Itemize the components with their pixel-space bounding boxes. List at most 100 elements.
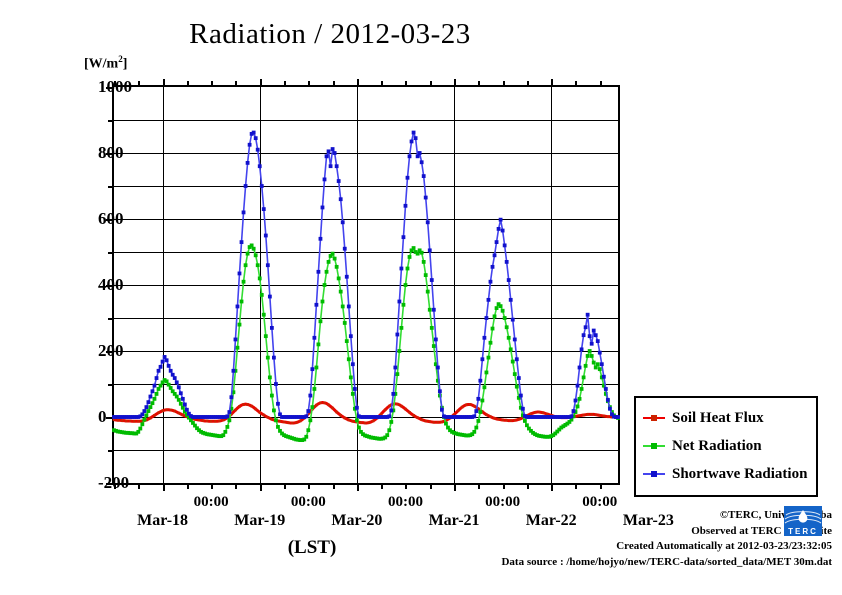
series-marker — [500, 228, 505, 233]
series-marker — [138, 414, 143, 419]
series-marker — [261, 207, 266, 211]
series-marker — [509, 419, 513, 422]
series-marker — [563, 415, 568, 419]
series-marker — [323, 401, 326, 405]
series-marker — [498, 217, 503, 222]
series-marker — [162, 355, 167, 359]
series-marker — [431, 344, 436, 348]
x-tick-minor — [138, 483, 141, 489]
series-marker — [387, 428, 392, 433]
series-marker — [520, 406, 525, 411]
series-marker — [154, 392, 159, 396]
x-tick-minor — [211, 483, 214, 489]
series-marker — [261, 312, 266, 317]
series-marker — [545, 434, 550, 439]
series-marker — [446, 425, 450, 430]
series-marker — [336, 276, 341, 281]
series-marker — [381, 436, 386, 441]
series-marker — [266, 416, 270, 419]
legend-item-soil-heat-flux: Soil Heat Flux — [643, 404, 807, 432]
series-marker — [589, 354, 594, 358]
series-marker — [379, 415, 384, 419]
series-marker — [158, 364, 163, 369]
series-marker — [401, 235, 406, 240]
x-tick-minor — [186, 81, 189, 87]
series-marker — [497, 418, 500, 421]
series-marker — [454, 415, 458, 419]
series-marker — [286, 434, 290, 439]
series-marker — [141, 419, 144, 423]
series-marker — [460, 432, 465, 437]
series-marker — [448, 415, 452, 419]
series-marker — [593, 333, 598, 338]
series-marker — [369, 415, 373, 419]
series-marker — [489, 415, 492, 418]
series-marker — [239, 240, 244, 244]
series-marker — [494, 240, 499, 244]
series-marker — [170, 389, 175, 394]
series-marker — [174, 394, 179, 399]
series-marker — [555, 415, 560, 419]
gridline-horizontal-minor — [114, 384, 618, 385]
series-marker — [332, 151, 337, 155]
series-marker — [306, 428, 311, 433]
series-marker — [217, 419, 221, 423]
series-marker — [272, 408, 276, 413]
series-marker — [425, 220, 430, 225]
series-marker — [189, 418, 193, 423]
series-marker — [537, 415, 541, 419]
series-marker — [170, 372, 175, 377]
series-marker — [229, 406, 234, 411]
series-marker — [322, 177, 327, 182]
series-marker — [120, 415, 124, 419]
series-marker — [124, 430, 129, 435]
y-tick-major — [106, 153, 114, 155]
series-marker — [486, 297, 491, 302]
series-marker — [485, 413, 488, 416]
series-marker — [371, 419, 375, 423]
series-marker — [547, 415, 552, 419]
series-marker — [396, 402, 399, 406]
series-marker — [245, 161, 250, 165]
series-marker — [164, 358, 169, 363]
series-marker — [431, 307, 436, 312]
series-marker — [409, 139, 414, 144]
series-marker — [234, 408, 237, 412]
series-marker — [126, 430, 131, 435]
data-series-layer — [112, 130, 620, 442]
series-marker — [184, 407, 189, 412]
series-marker — [553, 431, 558, 436]
legend-swatch-icon — [643, 440, 665, 452]
x-tick-label-date: Mar-23 — [622, 512, 674, 529]
series-marker — [357, 414, 361, 419]
series-marker — [330, 147, 335, 151]
x-tick-minor — [284, 81, 287, 87]
series-marker — [319, 401, 322, 405]
series-marker — [150, 389, 155, 394]
series-marker — [203, 431, 207, 436]
series-marker — [573, 410, 578, 414]
gridline-horizontal-minor — [114, 252, 618, 253]
series-marker — [543, 434, 548, 439]
series-marker — [140, 422, 145, 427]
series-marker — [160, 380, 165, 385]
series-marker — [470, 415, 475, 419]
series-marker — [375, 436, 380, 441]
legend-swatch-icon — [643, 412, 665, 424]
series-marker — [577, 365, 582, 370]
series-marker — [331, 406, 334, 410]
series-marker — [134, 415, 139, 419]
series-marker — [251, 130, 256, 135]
series-marker — [395, 372, 400, 376]
y-tick-major — [106, 417, 114, 419]
series-marker — [157, 411, 160, 415]
series-marker — [585, 312, 590, 317]
series-marker — [230, 412, 233, 416]
series-marker — [243, 263, 248, 268]
x-tick-major — [356, 79, 359, 87]
series-line — [114, 131, 618, 418]
series-marker — [415, 154, 420, 159]
x-tick-major — [162, 483, 165, 491]
series-marker — [468, 415, 473, 419]
